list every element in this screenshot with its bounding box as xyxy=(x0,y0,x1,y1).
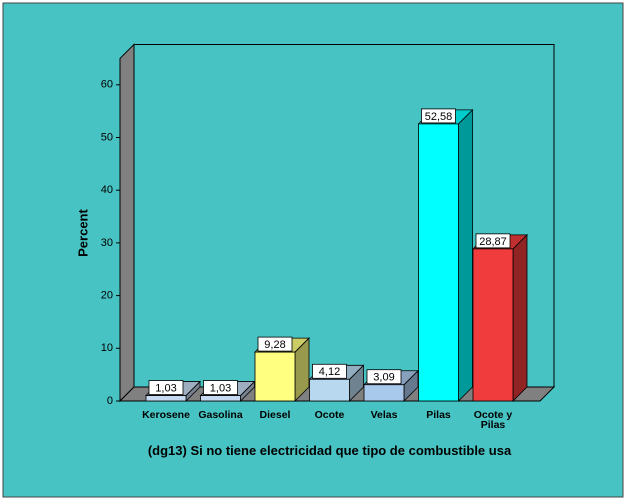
x-tick-label: Diesel xyxy=(259,409,291,421)
y-tick-label: 40 xyxy=(101,184,113,196)
y-tick-label: 50 xyxy=(101,131,113,143)
value-label-box xyxy=(148,380,184,395)
value-label: 52,58 xyxy=(425,111,453,123)
y-tick-label: 10 xyxy=(101,342,113,354)
value-label-box xyxy=(421,108,456,124)
x-tick-label: Kerosene xyxy=(142,409,190,421)
value-label: 4,12 xyxy=(319,366,340,378)
y-tick-label: 0 xyxy=(107,395,113,407)
value-label-box xyxy=(312,363,347,379)
side-wall xyxy=(119,43,135,403)
value-label-box xyxy=(475,233,511,249)
value-label: 1,03 xyxy=(155,382,176,394)
bar xyxy=(472,248,514,402)
bar xyxy=(363,384,405,402)
value-label-box xyxy=(257,336,293,352)
value-label: 3,09 xyxy=(373,372,394,384)
y-tick-label: 20 xyxy=(101,290,113,302)
bar xyxy=(200,395,241,402)
x-tick-label: Gasolina xyxy=(198,409,243,421)
value-label: 28,87 xyxy=(479,236,507,248)
bar-side xyxy=(458,108,473,402)
bar-side xyxy=(512,233,528,402)
value-label-box xyxy=(203,380,238,395)
y-tick-label: 30 xyxy=(101,237,113,249)
value-label: 9,28 xyxy=(264,339,285,351)
bar xyxy=(145,395,187,402)
bar xyxy=(254,351,296,402)
x-tick-label: Ocote xyxy=(314,409,345,421)
value-label-box xyxy=(366,369,402,385)
bar xyxy=(309,378,350,402)
value-label: 1,03 xyxy=(210,382,231,394)
bar xyxy=(418,123,459,402)
y-tick-label: 60 xyxy=(101,79,113,91)
x-axis-label: (dg13) Si no tiene electricidad que tipo… xyxy=(147,443,512,458)
x-tick-label: Ocote y Pilas xyxy=(473,409,513,431)
x-tick-label: Pilas xyxy=(426,409,451,421)
x-tick-label: Velas xyxy=(370,409,398,421)
y-axis-label: Percent xyxy=(75,208,90,256)
